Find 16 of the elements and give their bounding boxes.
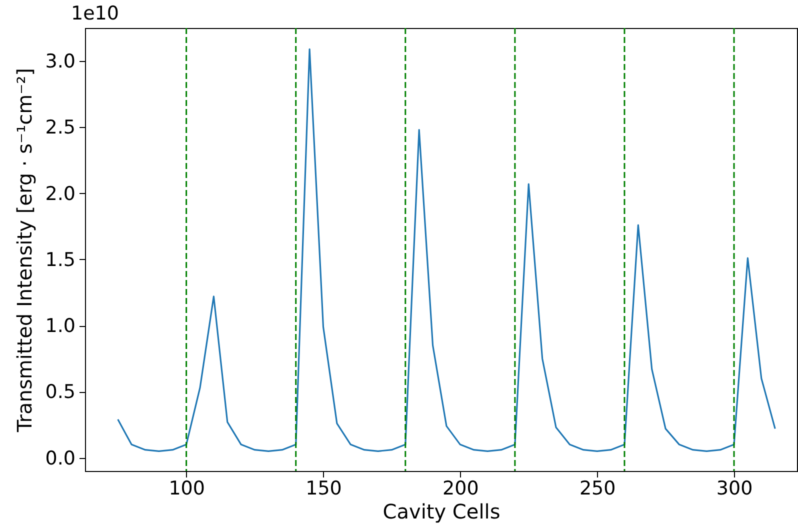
y-tick-label: 0.5 [45, 381, 76, 404]
x-axis-title: Cavity Cells [382, 500, 500, 524]
y-axis-title: Transmitted Intensity [erg · s⁻¹cm⁻²] [12, 68, 36, 433]
y-tick-label: 3.0 [45, 50, 76, 73]
y-tick-label: 0.0 [45, 447, 76, 470]
x-tick-label: 250 [579, 478, 616, 500]
x-tick-label: 150 [306, 478, 342, 500]
x-tick-label: 200 [442, 478, 479, 500]
x-tick-label: 100 [168, 478, 205, 500]
text: 1e10 [71, 2, 119, 24]
y-tick-label: 2.0 [45, 182, 76, 205]
y-tick-label: 2.5 [45, 116, 76, 139]
line-series [117, 48, 776, 452]
x-tick-label: 300 [716, 478, 753, 500]
y-tick-label: 1.5 [45, 248, 76, 271]
y-tick-label: 1.0 [45, 315, 76, 338]
